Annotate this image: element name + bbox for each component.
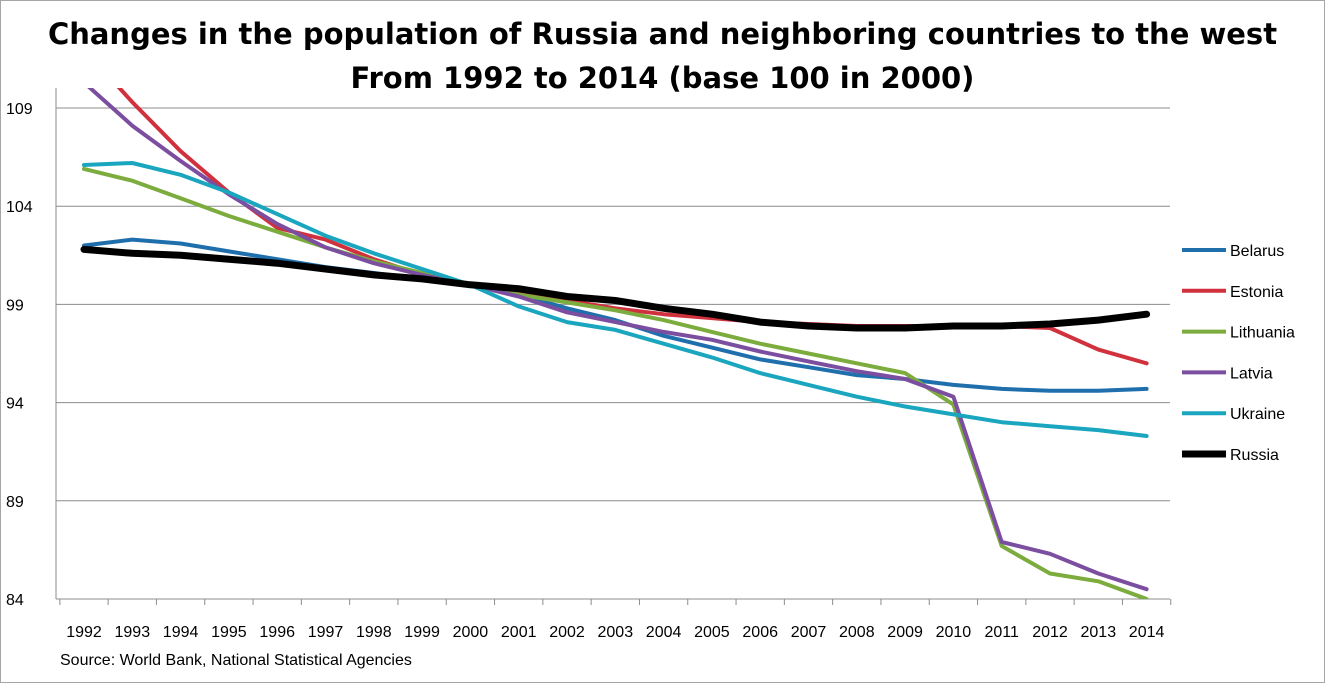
series-line-latvia — [87, 88, 1149, 592]
x-tick-label-1997: 1997 — [308, 624, 344, 641]
x-tick-label-2008: 2008 — [839, 624, 875, 641]
chart-title-line-2: From 1992 to 2014 (base 100 in 2000) — [350, 61, 975, 95]
x-tick-label-2001: 2001 — [501, 624, 537, 641]
x-tick-label-2000: 2000 — [453, 624, 489, 641]
legend-label-belarus: Belarus — [1230, 243, 1284, 260]
x-tick-label-2010: 2010 — [936, 624, 972, 641]
legend-label-ukraine: Ukraine — [1230, 406, 1285, 423]
y-tick-label-104: 104 — [6, 199, 33, 216]
x-tick-label-1994: 1994 — [163, 624, 199, 641]
x-tick-label-2003: 2003 — [598, 624, 634, 641]
legend-label-latvia: Latvia — [1230, 365, 1273, 382]
x-tick-label-2004: 2004 — [646, 624, 682, 641]
legend-label-russia: Russia — [1230, 447, 1279, 464]
y-tick-label-89: 89 — [6, 494, 24, 511]
x-tick-label-1999: 1999 — [404, 624, 440, 641]
series-line-russia — [80, 245, 1151, 332]
x-tick-label-2013: 2013 — [1081, 624, 1117, 641]
chart-title-line-1: Changes in the population of Russia and … — [47, 17, 1278, 51]
gridlines — [56, 107, 1170, 502]
x-tick-label-2005: 2005 — [694, 624, 730, 641]
x-tick-label-2012: 2012 — [1032, 624, 1068, 641]
y-tick-label-94: 94 — [6, 396, 24, 413]
x-tick-label-2007: 2007 — [791, 624, 827, 641]
series-line-lithuania — [82, 166, 1149, 599]
x-tick-label-1996: 1996 — [259, 624, 295, 641]
x-tick-label-2014: 2014 — [1129, 624, 1165, 641]
source-note: Source: World Bank, National Statistical… — [60, 652, 412, 669]
x-tick-label-2011: 2011 — [984, 624, 1019, 641]
x-tick-label-1998: 1998 — [356, 624, 392, 641]
y-tick-label-84: 84 — [6, 592, 24, 609]
x-tick-label-2009: 2009 — [887, 624, 923, 641]
legend-label-lithuania: Lithuania — [1230, 325, 1295, 342]
axes: 84 89 94 99 104 109 1992 1993 1994 1995 1996 1997 19… — [6, 88, 1172, 641]
x-tick-label-1992: 1992 — [66, 624, 102, 641]
legend-label-estonia: Estonia — [1230, 284, 1283, 301]
legend: Belarus Estonia Lithuania Latvia Ukraine Russ… — [1182, 243, 1295, 464]
x-tick-label-1995: 1995 — [211, 624, 247, 641]
y-tick-label-109: 109 — [6, 101, 33, 118]
y-tick-label-99: 99 — [6, 297, 24, 314]
x-tick-label-1993: 1993 — [115, 624, 151, 641]
chart-title: Changes in the population of Russia and … — [0, 12, 1325, 100]
x-tick-label-2002: 2002 — [549, 624, 585, 641]
x-tick-label-2006: 2006 — [742, 624, 778, 641]
series-lines — [80, 88, 1151, 599]
series-line-ukraine — [82, 161, 1149, 438]
